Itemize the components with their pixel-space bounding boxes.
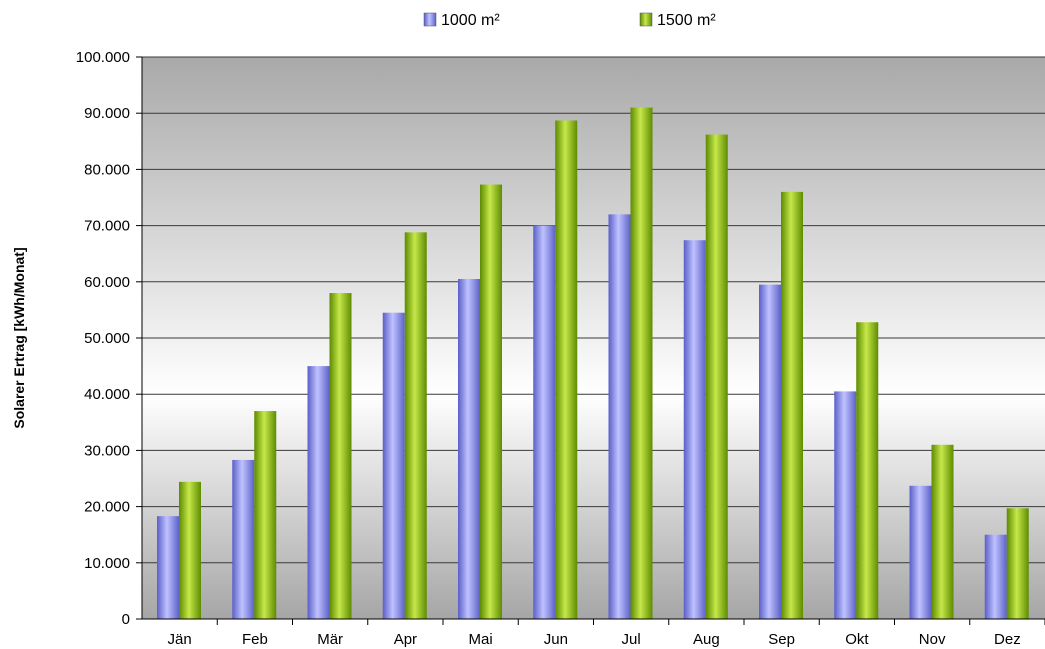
x-tick-label: Mai	[469, 631, 493, 648]
bar-1000-Nov	[909, 485, 932, 619]
y-tick-label: 100.000	[76, 49, 130, 66]
y-tick-label: 70.000	[84, 218, 130, 235]
axes: 0 10.000 20.000 30.000 40.000 50.000 60.000 70.…	[76, 49, 1045, 648]
bar-1000-Jän	[157, 516, 179, 619]
x-tick-label: Jun	[544, 631, 568, 648]
x-tick-label: Mär	[317, 631, 343, 648]
y-axis-title: Solarer Ertrag [kWh/Monat]	[11, 247, 27, 428]
x-tick-label: Feb	[242, 631, 268, 648]
bar-1000-Mär	[307, 366, 330, 619]
bar-1500-Aug	[705, 134, 728, 619]
bar-1500-Apr	[404, 232, 427, 619]
bar-1500-Sep	[781, 191, 803, 619]
x-tick-label: Okt	[845, 631, 869, 648]
bar-1000-Sep	[759, 284, 781, 619]
bar-1000-Okt	[834, 391, 857, 619]
legend-label: 1500 m²	[657, 12, 716, 29]
y-tick-label: 40.000	[84, 386, 130, 403]
x-tick-label: Apr	[394, 631, 417, 648]
x-tick-label: Aug	[693, 631, 720, 648]
bar-1000-Aug	[683, 240, 706, 619]
bars	[157, 107, 1029, 620]
x-tick-label: Jul	[622, 631, 641, 648]
x-tick-label: Jän	[168, 631, 192, 648]
bar-1500-Nov	[931, 444, 954, 619]
bar-1500-Dez	[1006, 508, 1029, 619]
gridlines	[142, 56, 1045, 564]
bar-1500-Jun	[555, 120, 578, 620]
legend-swatch	[423, 12, 437, 27]
bar-1500-Jän	[179, 481, 201, 619]
x-tick-label: Sep	[768, 631, 795, 648]
y-tick-label: 30.000	[84, 442, 130, 459]
bar-1500-Mär	[329, 293, 352, 619]
bar-1500-Jul	[630, 107, 653, 619]
y-tick-label: 50.000	[84, 330, 130, 347]
x-tick-label: Nov	[919, 631, 946, 648]
bar-1500-Feb	[254, 411, 277, 619]
x-tick-label: Dez	[994, 631, 1021, 648]
bar-1500-Mai	[480, 184, 502, 619]
y-tick-label: 90.000	[84, 105, 130, 122]
legend: 1000 m² 1500 m²	[423, 12, 716, 29]
y-tick-label: 0	[122, 611, 130, 628]
bar-1000-Dez	[984, 534, 1007, 619]
y-tick-label: 10.000	[84, 555, 130, 572]
bar-1000-Jul	[608, 214, 631, 620]
legend-swatch	[639, 12, 653, 27]
bar-1000-Mai	[458, 278, 480, 619]
bar-1000-Apr	[382, 312, 405, 619]
bar-1000-Jun	[533, 225, 556, 619]
bar-1000-Feb	[232, 459, 255, 619]
legend-label: 1000 m²	[441, 12, 500, 29]
bar-1500-Okt	[856, 322, 879, 619]
y-tick-label: 60.000	[84, 274, 130, 291]
y-tick-label: 80.000	[84, 161, 130, 178]
y-tick-label: 20.000	[84, 499, 130, 516]
